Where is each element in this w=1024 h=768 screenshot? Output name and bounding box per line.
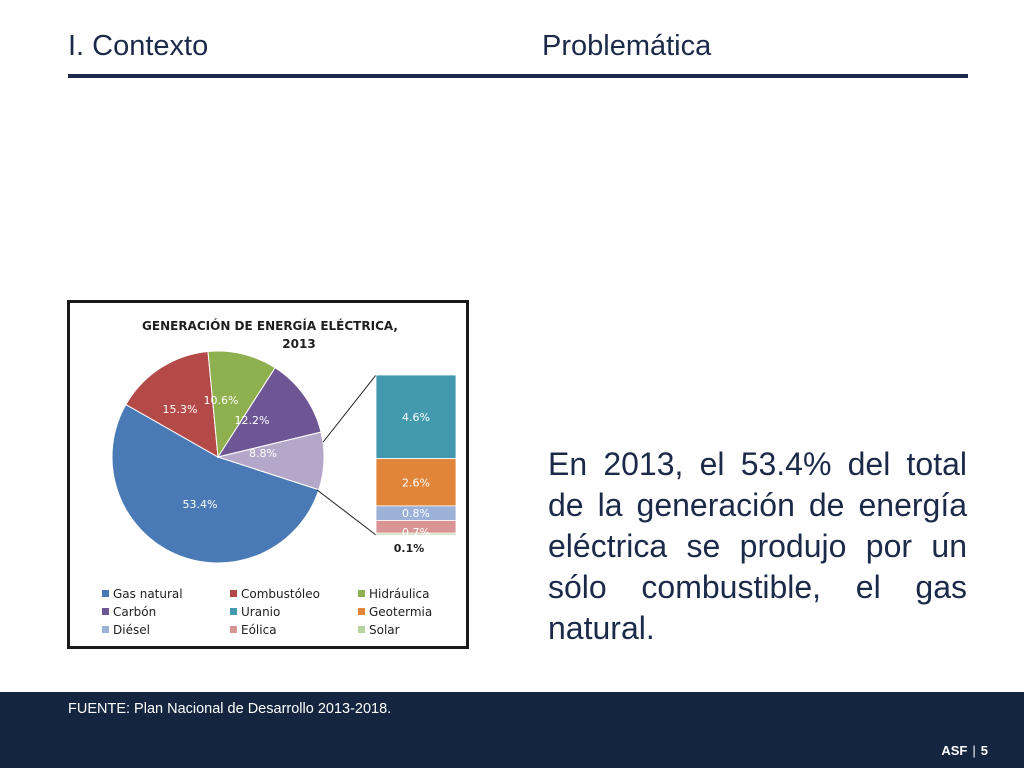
legend-swatch — [358, 590, 365, 597]
summary-text: En 2013, el 53.4% del total de la genera… — [548, 446, 967, 646]
pie-slice — [216, 367, 322, 458]
pie-data-label: 53.4% — [183, 498, 218, 511]
pie-data-label: 12.2% — [235, 414, 270, 427]
chart-title: GENERACIÓN DE ENERGÍA ELÉCTRICA, — [142, 318, 398, 333]
legend-label: Gas natural — [113, 587, 183, 601]
pie-data-label: 15.3% — [163, 403, 198, 416]
bar-segment — [375, 532, 457, 536]
legend-label: Geotermia — [369, 605, 432, 619]
page-separator: | — [972, 743, 976, 758]
org-label: ASF — [941, 743, 968, 758]
pie-data-label: 8.8% — [249, 447, 277, 460]
bar-segment — [375, 458, 457, 507]
topic-title: Problemática — [542, 30, 712, 62]
legend-swatch — [358, 626, 365, 633]
pie-slice — [207, 350, 276, 459]
pie-slice — [111, 403, 320, 564]
legend-label: Hidráulica — [369, 587, 430, 601]
connector-line — [316, 489, 377, 536]
bar-data-label: 0.1% — [394, 542, 425, 555]
page-number: 5 — [980, 743, 988, 758]
legend-swatch — [230, 590, 237, 597]
source-note: FUENTE: Plan Nacional de Desarrollo 2013… — [68, 701, 392, 717]
bar-data-label: 4.6% — [402, 411, 430, 424]
chart-title-year: 2013 — [282, 337, 315, 351]
legend-label: Combustóleo — [241, 587, 320, 601]
section-title: I. Contexto — [68, 30, 209, 62]
connector-line — [322, 374, 377, 443]
header-divider — [68, 74, 968, 78]
bar-data-label: 2.6% — [402, 476, 430, 489]
legend-swatch — [230, 626, 237, 633]
energy-chart: GENERACIÓN DE ENERGÍA ELÉCTRICA, 2013 53… — [67, 300, 469, 649]
footer-bar: FUENTE: Plan Nacional de Desarrollo 2013… — [0, 692, 1024, 768]
bar-data-label: 0.8% — [402, 507, 430, 520]
legend-label: Eólica — [241, 623, 277, 637]
pie-data-label: 10.6% — [204, 394, 239, 407]
legend-label: Carbón — [113, 605, 156, 619]
legend-swatch — [102, 626, 109, 633]
pie-slice — [216, 431, 325, 491]
bar-segment — [375, 374, 457, 460]
pie-slice — [125, 350, 219, 458]
legend-swatch — [102, 608, 109, 615]
legend-swatch — [230, 608, 237, 615]
energy-chart-svg: GENERACIÓN DE ENERGÍA ELÉCTRICA, 2013 53… — [102, 318, 457, 637]
legend-swatch — [102, 590, 109, 597]
legend-label: Solar — [369, 623, 400, 637]
page-tag: ASF | 5 — [941, 743, 988, 758]
legend-swatch — [358, 608, 365, 615]
bar-data-label: 0.7% — [402, 526, 430, 539]
legend-label: Diésel — [113, 623, 150, 637]
legend-label: Uranio — [241, 605, 280, 619]
